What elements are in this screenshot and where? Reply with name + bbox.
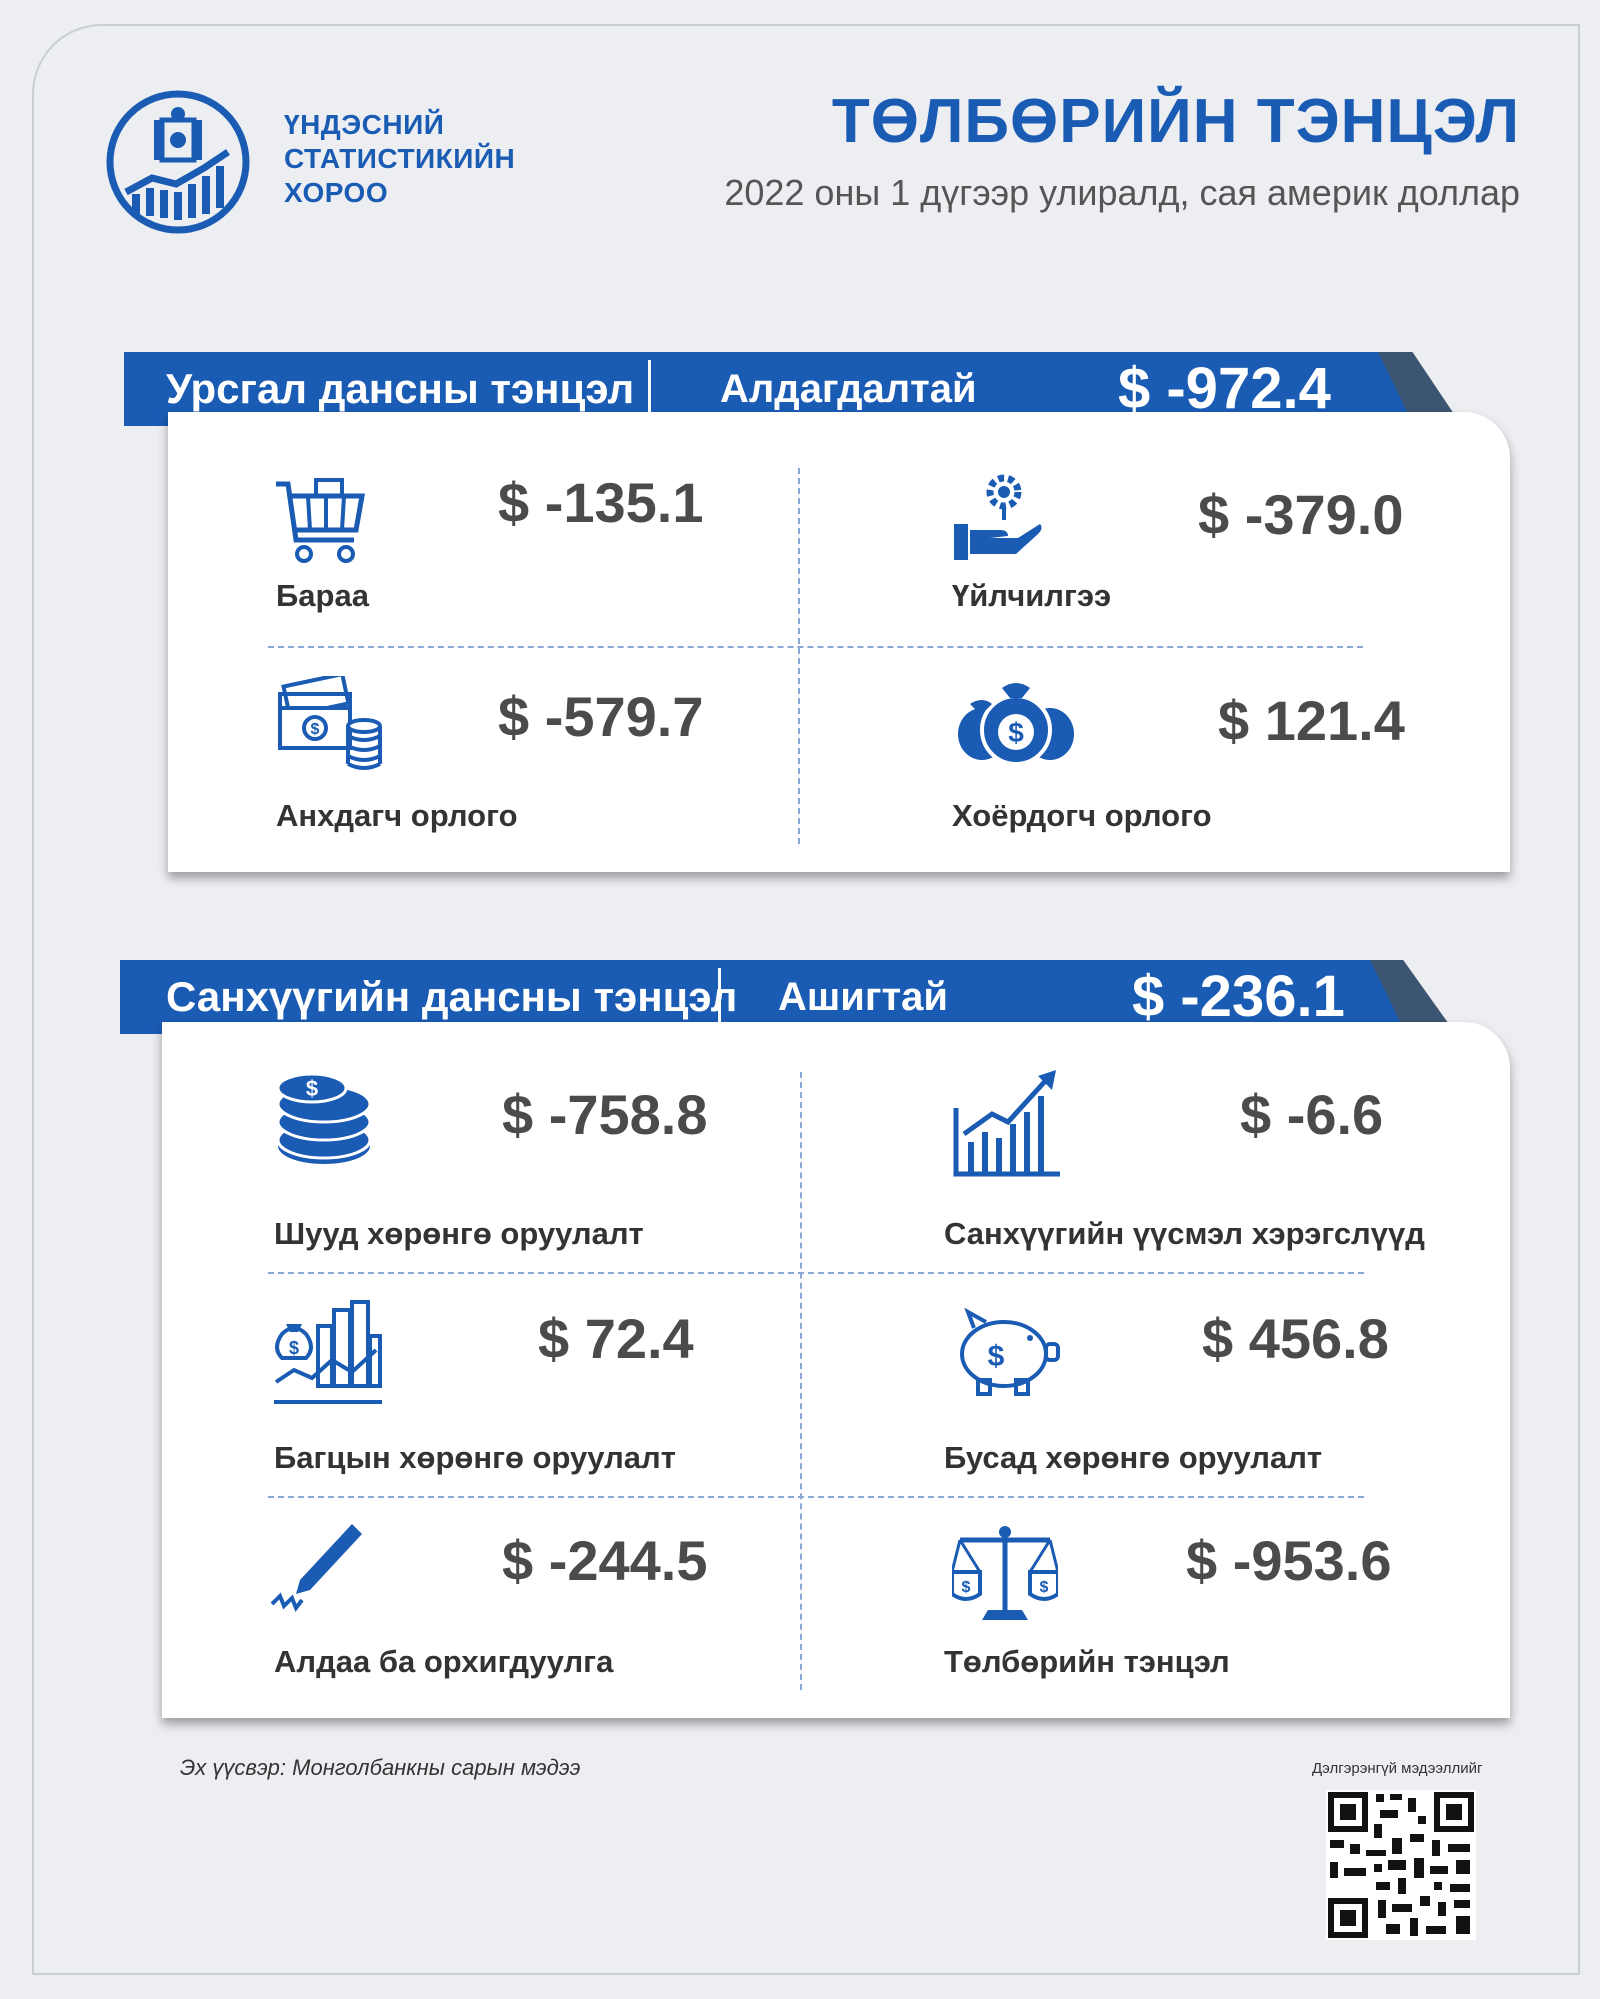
svg-text:$: $ [962, 1579, 971, 1596]
svg-text:$: $ [306, 1076, 318, 1101]
growth-chart-icon [953, 1070, 1060, 1177]
financial-account-card: $ Шууд хөрөнгө оруулалт $ -758.8 Санхүүг… [162, 1022, 1510, 1718]
errors-omissions-label: Алдаа ба орхигдуулга [274, 1644, 614, 1679]
portfolio-city-icon: $ [274, 1300, 382, 1404]
current-account-label: Урсгал дансны тэнцэл [166, 365, 635, 412]
portfolio-investment-value: $ 72.4 [538, 1307, 694, 1370]
primary-income-label: Анхдагч орлого [276, 798, 518, 833]
source-note: Эх үүсвэр: Монголбанкны сарын мэдээ [180, 1755, 581, 1780]
other-investment-value: $ 456.8 [1202, 1307, 1389, 1370]
piggy-bank-icon: $ [960, 1308, 1060, 1396]
other-investment-label: Бусад хөрөнгө оруулалт [944, 1440, 1323, 1475]
svg-text:$: $ [1040, 1579, 1049, 1596]
errors-omissions-value: $ -244.5 [502, 1529, 708, 1592]
direct-investment-label: Шууд хөрөнгө оруулалт [274, 1216, 644, 1251]
service-hand-gear-icon [954, 474, 1042, 560]
financial-account-status: Ашигтай [778, 975, 948, 1019]
financial-account-banner: Санхүүгийн дансны тэнцэл Ашигтай $ -236.… [120, 960, 1406, 1034]
goods-value: $ -135.1 [498, 471, 704, 534]
primary-income-value: $ -579.7 [498, 685, 704, 748]
current-account-value: $ -972.4 [1118, 356, 1331, 421]
nso-logo-icon [106, 90, 250, 234]
services-value: $ -379.0 [1198, 483, 1404, 546]
coin-stack-icon: $ [276, 1072, 372, 1164]
shopping-cart-icon [276, 478, 365, 563]
cash-coins-icon: $ [278, 676, 382, 770]
financial-account-label: Санхүүгийн дансны тэнцэл [166, 973, 738, 1020]
direct-investment-value: $ -758.8 [502, 1083, 708, 1146]
services-label: Үйлчилгээ [952, 578, 1112, 613]
balance-scale-icon: $ $ [952, 1526, 1058, 1620]
page-subtitle: 2022 оны 1 дүгээр улиралд, сая америк до… [724, 172, 1520, 213]
org-line-3: ХОРОО [284, 177, 389, 208]
org-line-1: ҮНДЭСНИЙ [284, 109, 445, 140]
svg-text:$: $ [988, 1340, 1005, 1373]
balance-of-payments-label: Төлбөрийн тэнцэл [944, 1644, 1230, 1679]
organization-name: ҮНДЭСНИЙ СТАТИСТИКИЙН ХОРОО [284, 108, 515, 210]
portfolio-investment-label: Багцын хөрөнгө оруулалт [274, 1440, 676, 1475]
money-bags-icon: $ [958, 683, 1074, 766]
current-account-card: Бараа $ -135.1 Үйлчилгээ $ -379.0 $ Анхд… [168, 412, 1510, 872]
derivatives-value: $ -6.6 [1240, 1083, 1384, 1146]
balance-of-payments-value: $ -953.6 [1186, 1529, 1392, 1592]
org-line-2: СТАТИСТИКИЙН [284, 143, 516, 174]
current-account-status: Алдагдалтай [720, 367, 977, 411]
financial-account-value: $ -236.1 [1132, 964, 1345, 1029]
svg-text:$: $ [289, 1338, 299, 1358]
goods-label: Бараа [276, 578, 369, 613]
secondary-income-label: Хоёрдогч орлого [952, 798, 1212, 833]
page-frame [32, 24, 1580, 1975]
secondary-income-value: $ 121.4 [1218, 689, 1405, 752]
pen-icon [270, 1524, 362, 1613]
svg-text:$: $ [311, 721, 320, 738]
svg-text:$: $ [1008, 717, 1024, 748]
qr-code-icon[interactable] [1326, 1790, 1476, 1940]
derivatives-label: Санхүүгийн үүсмэл хэрэгслүүд [944, 1216, 1425, 1251]
qr-label: Дэлгэрэнгүй мэдээллийг [1312, 1760, 1483, 1777]
page-title: ТӨЛБӨРИЙН ТЭНЦЭЛ [831, 87, 1520, 156]
